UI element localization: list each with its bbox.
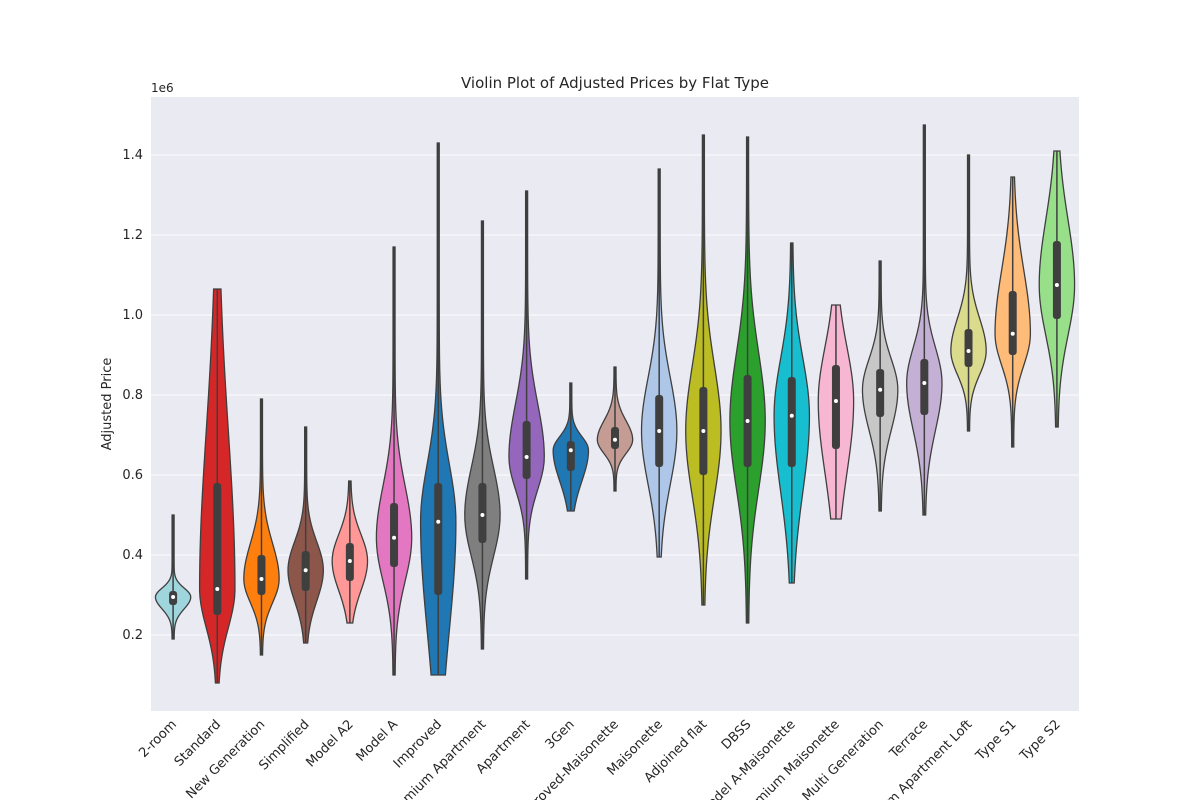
median	[657, 429, 662, 433]
y-tick-label: 0.2	[122, 628, 143, 643]
box	[434, 483, 443, 595]
x-tick-label: Model A2	[303, 717, 356, 770]
median	[701, 429, 706, 433]
median	[524, 455, 529, 459]
box	[1008, 291, 1017, 355]
x-tick-label: Type S1	[973, 717, 1020, 764]
chart-title: Violin Plot of Adjusted Prices by Flat T…	[461, 74, 769, 92]
x-tick-label: Type S2	[1017, 717, 1064, 764]
x-tick-label: 2-room	[136, 717, 180, 761]
x-tick-label: New Generation	[183, 717, 268, 800]
box	[964, 329, 973, 367]
y-tick-label: 1.2	[122, 228, 143, 243]
median	[568, 448, 573, 453]
median	[922, 381, 927, 385]
box	[920, 359, 929, 415]
box	[213, 483, 222, 615]
median	[833, 399, 838, 403]
median	[745, 419, 750, 423]
median	[392, 535, 397, 540]
y-tick-label: 1.4	[122, 148, 143, 163]
median	[613, 437, 617, 442]
median	[1054, 283, 1059, 287]
box	[831, 365, 840, 449]
median	[789, 413, 794, 418]
x-tick-label: 3Gen	[543, 717, 578, 752]
median	[966, 349, 971, 353]
median	[480, 513, 485, 517]
y-tick-label: 1.0	[122, 308, 143, 323]
x-tick-label: Terrace	[886, 717, 931, 762]
y-tick-label: 0.8	[122, 388, 143, 403]
box	[1052, 241, 1061, 319]
median	[171, 595, 176, 599]
x-tick-label: DBSS	[719, 717, 755, 753]
median	[1010, 331, 1015, 336]
x-tick-label: Multi Generation	[800, 717, 887, 800]
median	[259, 577, 264, 581]
box	[787, 377, 796, 467]
y-tick-label: 0.4	[122, 548, 143, 563]
median	[878, 387, 883, 392]
y-axis-label: Adjusted Price	[100, 358, 115, 451]
median	[436, 519, 441, 524]
box	[257, 555, 266, 595]
median	[215, 587, 220, 591]
median	[303, 568, 308, 573]
median	[347, 559, 352, 563]
box	[522, 421, 531, 479]
box	[390, 503, 399, 567]
y-offset-label: 1e6	[151, 81, 174, 95]
box	[876, 369, 885, 417]
y-tick-label: 0.6	[122, 468, 143, 483]
box	[566, 441, 575, 471]
